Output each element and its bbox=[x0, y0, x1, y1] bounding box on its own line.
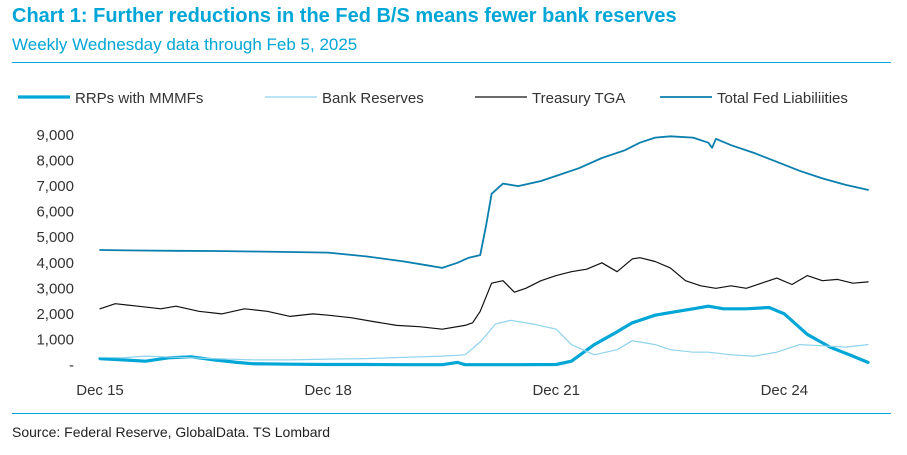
chart-legend: RRPs with MMMFs Bank Reserves Treasury TGA… bbox=[18, 90, 848, 107]
y-tick-label: - bbox=[69, 357, 74, 374]
y-tick-label: 7,000 bbox=[36, 178, 74, 195]
y-tick-label: 3,000 bbox=[36, 280, 74, 297]
legend-item: RRPs with MMMFs bbox=[18, 90, 203, 107]
x-tick-label: Dec 24 bbox=[761, 382, 809, 399]
plot-area bbox=[98, 135, 870, 367]
y-tick-label: 9,000 bbox=[36, 127, 74, 144]
y-tick-label: 5,000 bbox=[36, 229, 74, 246]
x-tick-label: Dec 15 bbox=[76, 382, 124, 399]
legend-label: Total Fed Liabiliities bbox=[717, 90, 848, 107]
y-tick-label: 1,000 bbox=[36, 331, 74, 348]
legend-item: Treasury TGA bbox=[475, 90, 625, 107]
x-tick-label: Dec 18 bbox=[304, 382, 352, 399]
x-axis: Dec 15 Dec 18 Dec 21 Dec 24 bbox=[76, 382, 808, 399]
bottom-divider bbox=[12, 413, 891, 414]
y-tick-label: 4,000 bbox=[36, 255, 74, 272]
series-line bbox=[99, 135, 869, 269]
legend-item: Bank Reserves bbox=[265, 90, 424, 107]
legend-label: Bank Reserves bbox=[322, 90, 424, 107]
chart-subtitle: Weekly Wednesday data through Feb 5, 202… bbox=[12, 35, 358, 54]
y-tick-label: 8,000 bbox=[36, 153, 74, 170]
y-tick-label: 6,000 bbox=[36, 204, 74, 221]
series-line bbox=[99, 319, 869, 361]
x-tick-label: Dec 21 bbox=[532, 382, 580, 399]
top-divider bbox=[12, 62, 891, 63]
y-axis: - 1,000 2,000 3,000 4,000 5,000 6,000 7,000 8,00… bbox=[36, 127, 74, 374]
series-line bbox=[99, 257, 869, 330]
source-note: Source: Federal Reserve, GlobalData. TS … bbox=[12, 424, 331, 440]
legend-item: Total Fed Liabiliities bbox=[660, 90, 848, 107]
legend-label: Treasury TGA bbox=[532, 90, 625, 107]
line-chart: RRPs with MMMFs Bank Reserves Treasury TGA… bbox=[18, 90, 870, 399]
legend-label: RRPs with MMMFs bbox=[75, 90, 203, 107]
series-line bbox=[98, 304, 870, 367]
y-tick-label: 2,000 bbox=[36, 306, 74, 323]
chart-title: Chart 1: Further reductions in the Fed B… bbox=[12, 5, 677, 27]
